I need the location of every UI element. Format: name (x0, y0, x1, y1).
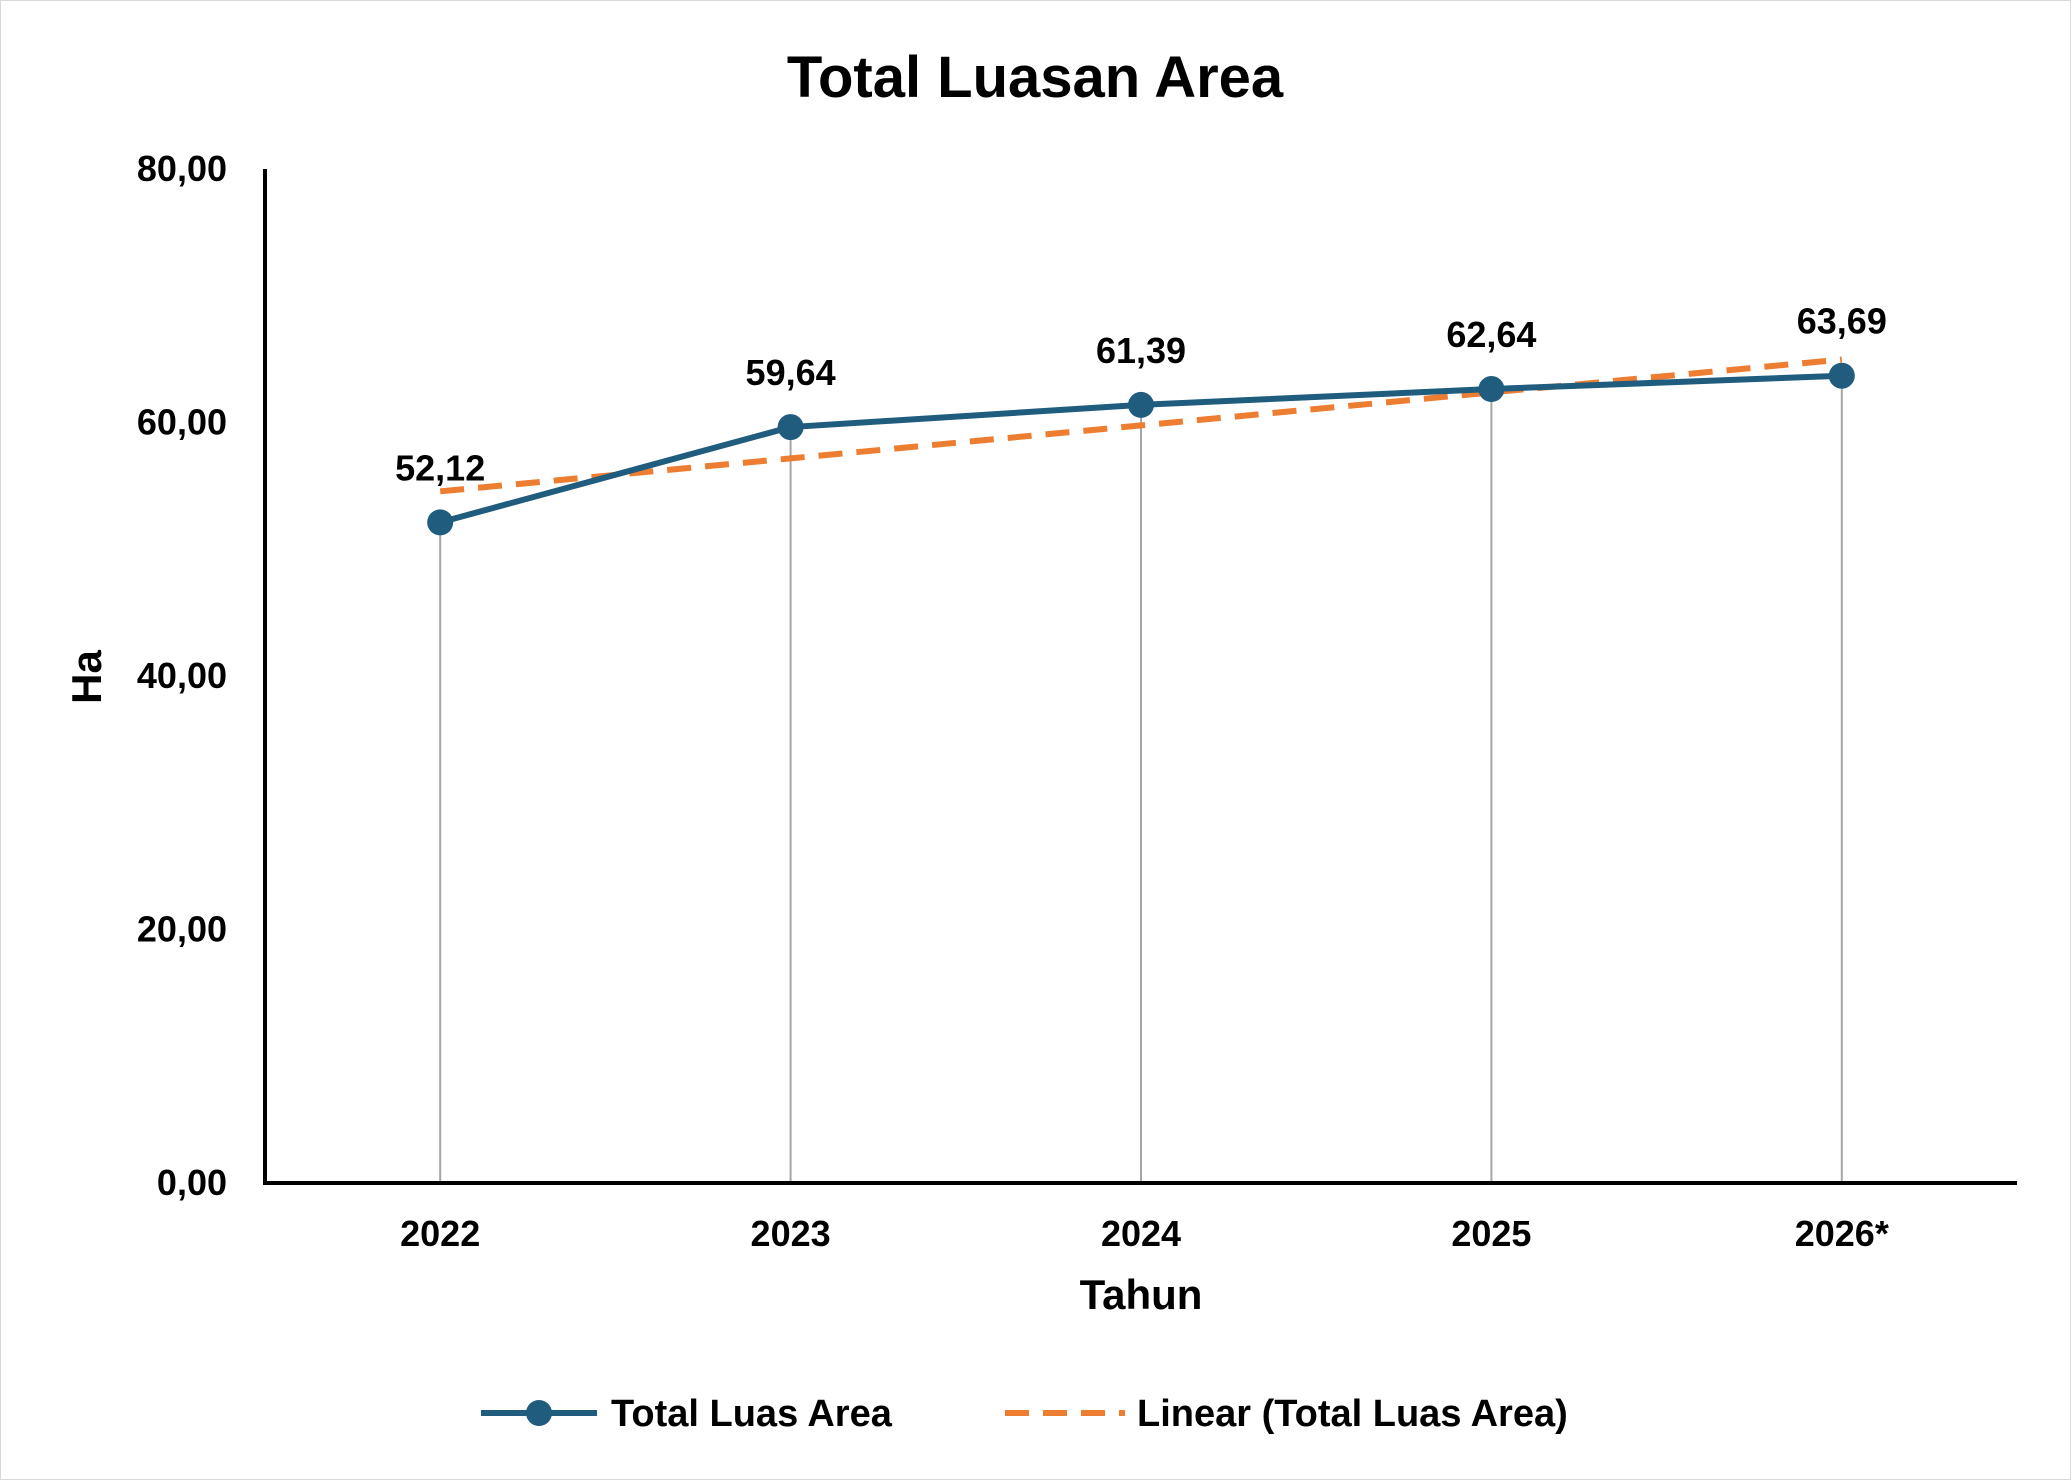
trendline-layer (439, 356, 1843, 495)
y-tick-labels: 0,00 20,00 40,00 60,00 80,00 (137, 148, 227, 1203)
data-label-2026*: 63,69 (1797, 301, 1887, 342)
y-tick-label: 0,00 (157, 1162, 227, 1203)
axes (263, 169, 2017, 1185)
x-tick-label: 2026* (1795, 1213, 1889, 1254)
x-axis-title: Tahun (1080, 1271, 1203, 1318)
y-tick-label: 80,00 (137, 148, 227, 189)
data-point-2026* (1828, 362, 1855, 389)
y-tick-label: 20,00 (137, 909, 227, 950)
series-layer (427, 362, 1855, 536)
data-label-2023: 59,64 (746, 352, 836, 393)
data-point-2022 (427, 509, 454, 536)
drop-lines (439, 375, 1843, 1183)
x-tick-label: 2023 (751, 1213, 831, 1254)
legend-label-total-luas-area: Total Luas Area (611, 1393, 893, 1435)
legend-label-linear-trend: Linear (Total Luas Area) (1137, 1393, 1568, 1435)
data-labels: 52,12 59,64 61,39 62,64 63,69 (395, 301, 1887, 489)
legend: Total Luas Area Linear (Total Luas Area) (481, 1393, 1568, 1435)
y-tick-label: 40,00 (137, 655, 227, 696)
chart-title: Total Luasan Area (787, 45, 1284, 110)
data-point-2023 (777, 414, 804, 441)
legend-marker-total-luas-area (526, 1400, 552, 1426)
x-tick-label: 2025 (1451, 1213, 1531, 1254)
y-tick-label: 60,00 (137, 402, 227, 443)
data-label-2022: 52,12 (395, 447, 485, 488)
x-tick-labels: 2022 2023 2024 2025 2026* (400, 1213, 1889, 1254)
y-axis-title: Ha (63, 650, 110, 704)
data-point-2024 (1128, 391, 1154, 418)
data-label-2024: 61,39 (1096, 330, 1186, 371)
data-point-2025 (1478, 376, 1505, 403)
trendline-series-line (439, 356, 1843, 495)
x-tick-label: 2022 (400, 1213, 480, 1254)
x-tick-label: 2024 (1101, 1213, 1181, 1254)
data-label-2025: 62,64 (1446, 314, 1536, 355)
